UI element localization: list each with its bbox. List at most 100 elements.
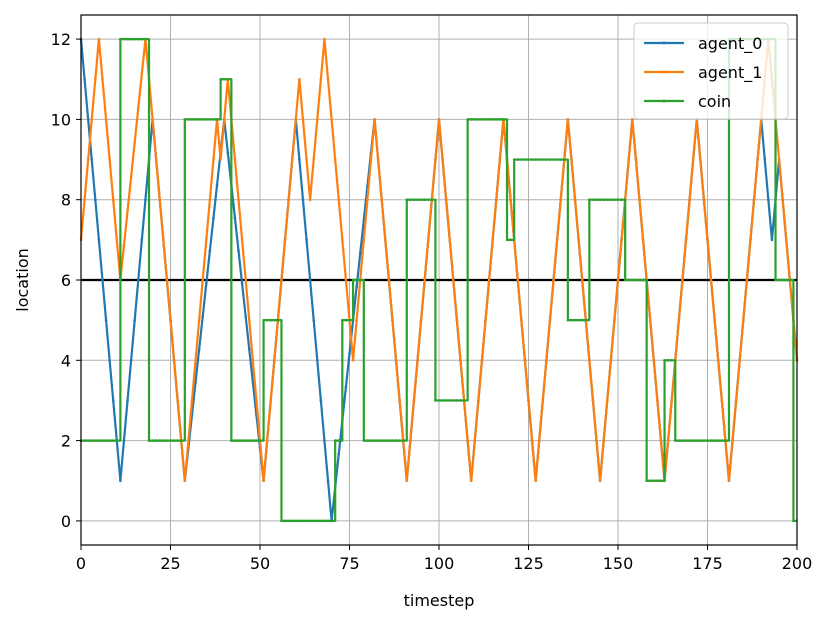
series-point-coin xyxy=(387,439,391,442)
series-point-coin xyxy=(86,439,90,442)
series-point-coin xyxy=(362,439,366,442)
series-point-coin xyxy=(151,439,154,442)
y-tick-label: 4 xyxy=(61,351,71,370)
series-point-agent_0 xyxy=(355,285,358,288)
y-tick-label: 12 xyxy=(51,30,71,49)
series-point-agent_1 xyxy=(591,399,595,402)
series-point-coin xyxy=(555,158,559,161)
series-point-agent_1 xyxy=(577,238,580,242)
series-point-agent_1 xyxy=(308,198,312,201)
y-tick-label: 0 xyxy=(61,512,71,531)
series-point-agent_0 xyxy=(212,216,215,220)
series-line-coin xyxy=(81,37,797,523)
series-point-coin xyxy=(119,37,122,41)
series-point-agent_1 xyxy=(122,244,126,247)
series-point-coin xyxy=(258,439,262,442)
series-point-agent_0 xyxy=(323,439,326,442)
series-point-coin xyxy=(430,198,434,201)
series-point-coin xyxy=(251,439,255,442)
series-point-coin xyxy=(652,479,656,483)
series-point-coin xyxy=(133,37,136,41)
series-point-agent_0 xyxy=(763,158,767,161)
series-point-agent_0 xyxy=(140,238,144,242)
series-point-agent_1 xyxy=(301,118,305,121)
series-point-coin xyxy=(498,118,502,121)
series-point-coin xyxy=(405,198,409,201)
series-point-agent_1 xyxy=(419,318,423,322)
series-point-agent_1 xyxy=(541,399,545,402)
series-point-agent_0 xyxy=(767,198,770,201)
series-point-coin xyxy=(215,118,219,121)
x-tick-label: 125 xyxy=(513,554,544,573)
series-point-coin xyxy=(384,439,387,442)
series-point-coin xyxy=(201,118,205,121)
series-point-agent_1 xyxy=(351,359,355,362)
series-point-agent_0 xyxy=(94,198,97,201)
series-point-coin xyxy=(441,399,444,402)
series-point-agent_1 xyxy=(699,158,702,161)
series-point-agent_1 xyxy=(437,118,441,121)
series-point-agent_1 xyxy=(656,399,659,402)
series-point-agent_1 xyxy=(670,399,673,402)
y-tick-label: 10 xyxy=(51,110,71,129)
series-point-agent_1 xyxy=(434,158,437,161)
series-point-coin xyxy=(537,158,541,161)
series-point-agent_1 xyxy=(387,278,391,282)
series-point-coin xyxy=(341,318,344,322)
series-point-agent_1 xyxy=(448,238,452,242)
series-point-coin xyxy=(104,439,108,442)
series-point-coin xyxy=(222,77,226,81)
series-point-agent_1 xyxy=(752,198,756,201)
series-point-agent_0 xyxy=(205,282,208,285)
series-point-coin xyxy=(369,439,373,442)
series-point-coin xyxy=(233,439,237,442)
series-point-agent_0 xyxy=(301,198,305,201)
series-point-coin xyxy=(376,439,380,442)
series-point-agent_1 xyxy=(784,238,788,242)
series-point-coin xyxy=(197,118,201,121)
series-point-agent_1 xyxy=(527,399,530,402)
series-point-coin xyxy=(588,198,591,201)
series-point-coin xyxy=(570,318,573,322)
series-point-agent_1 xyxy=(287,198,290,201)
series-point-agent_1 xyxy=(552,278,555,282)
series-point-agent_0 xyxy=(104,318,108,322)
y-tick-label: 8 xyxy=(61,191,71,210)
series-point-coin xyxy=(351,278,355,282)
series-point-agent_1 xyxy=(466,439,469,442)
series-point-agent_1 xyxy=(305,158,308,161)
series-point-agent_1 xyxy=(745,278,749,282)
series-point-agent_1 xyxy=(251,359,255,362)
series-point-agent_1 xyxy=(240,238,244,242)
series-point-agent_1 xyxy=(237,198,240,201)
series-point-agent_1 xyxy=(394,359,398,362)
series-point-agent_1 xyxy=(111,198,115,201)
series-point-agent_1 xyxy=(298,77,301,81)
series-point-coin xyxy=(724,439,727,442)
series-point-agent_1 xyxy=(648,318,652,322)
series-point-agent_1 xyxy=(244,278,247,282)
series-point-coin xyxy=(591,198,595,201)
series-point-coin xyxy=(226,77,230,81)
series-point-agent_0 xyxy=(194,380,197,384)
series-point-coin xyxy=(326,519,330,523)
series-point-agent_1 xyxy=(337,198,341,201)
series-point-coin xyxy=(545,158,548,161)
series-point-agent_1 xyxy=(97,37,101,41)
series-point-coin xyxy=(509,238,512,242)
series-point-coin xyxy=(323,519,326,523)
series-point-coin xyxy=(262,318,265,322)
series-point-agent_0 xyxy=(208,249,212,253)
series-point-coin xyxy=(477,118,480,121)
series-point-coin xyxy=(702,439,706,442)
series-point-agent_1 xyxy=(634,158,638,161)
series-point-coin xyxy=(541,158,545,161)
series-point-coin xyxy=(659,479,663,483)
series-point-coin xyxy=(580,318,584,322)
series-point-agent_1 xyxy=(376,158,380,161)
series-point-agent_1 xyxy=(702,198,706,201)
series-point-agent_1 xyxy=(444,198,448,201)
series-point-coin xyxy=(487,118,491,121)
series-point-coin xyxy=(373,439,376,442)
series-point-coin xyxy=(308,519,312,523)
